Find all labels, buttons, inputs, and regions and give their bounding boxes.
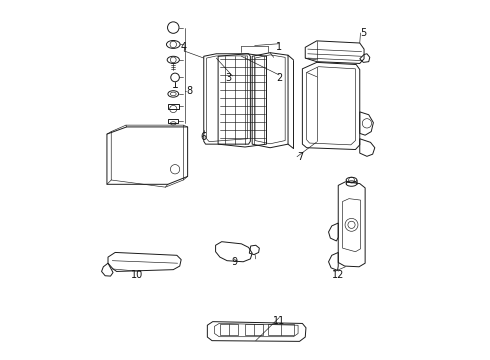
Text: 9: 9 <box>231 257 237 267</box>
Text: 3: 3 <box>226 73 232 83</box>
Text: 6: 6 <box>201 132 207 142</box>
Text: 7: 7 <box>297 152 304 162</box>
Text: 8: 8 <box>186 86 193 96</box>
Text: 12: 12 <box>332 270 344 280</box>
Text: 2: 2 <box>276 73 282 83</box>
Text: 1: 1 <box>276 42 282 52</box>
Text: 4: 4 <box>181 42 187 52</box>
Text: 11: 11 <box>273 316 285 325</box>
Text: 5: 5 <box>360 28 367 38</box>
Text: 10: 10 <box>131 270 144 280</box>
